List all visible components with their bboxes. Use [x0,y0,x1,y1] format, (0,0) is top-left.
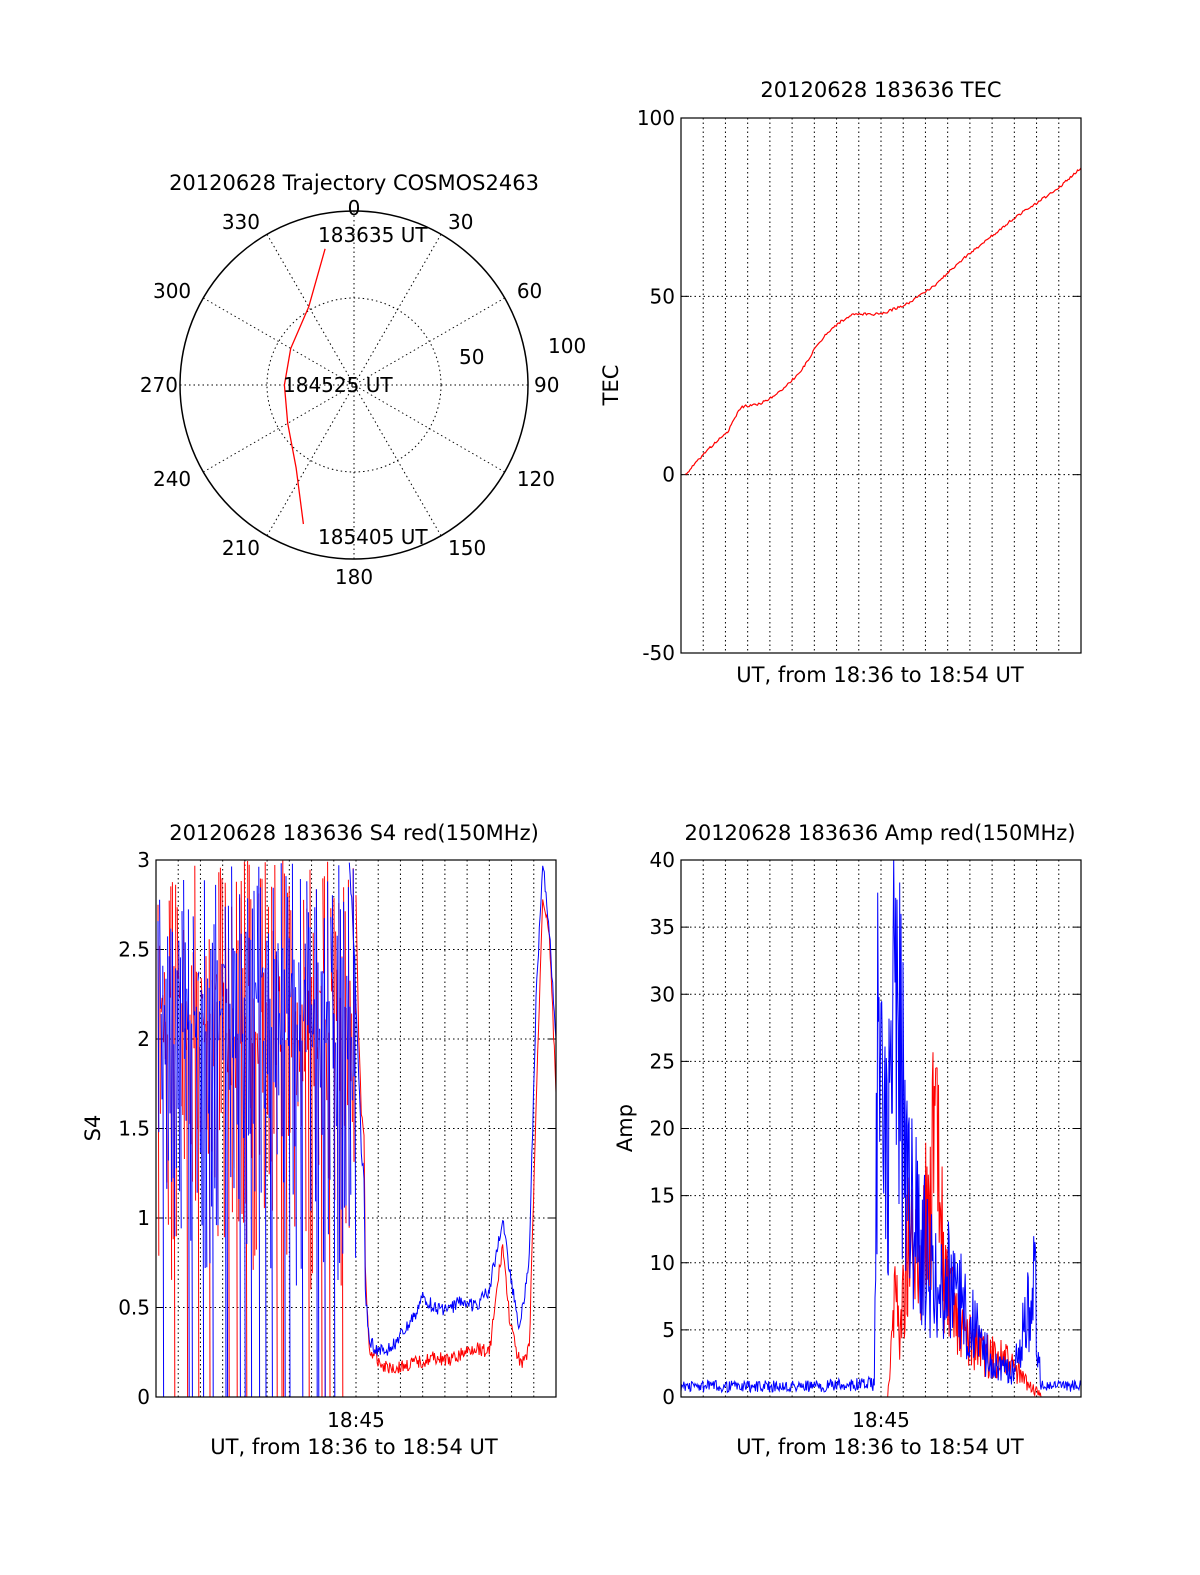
tec-title: 20120628 183636 TEC [760,78,1001,102]
s4-ylabel: S4 [81,1115,105,1142]
polar-radial-label: 50 [459,345,484,369]
s4-x-tick-labels: 18:45 [327,1408,385,1432]
s4-ytick-label: 1.5 [118,1117,150,1141]
polar-azimuth-label: 300 [153,279,191,303]
amp-xlabel: UT, from 18:36 to 18:54 UT [736,1435,1024,1459]
tec-xlabel: UT, from 18:36 to 18:54 UT [736,663,1024,687]
tec-series-line [685,167,1081,475]
s4-series [157,860,556,1397]
tec-ytick-label: 100 [637,106,675,130]
polar-series [283,248,326,525]
amp-xtick-label: 18:45 [852,1408,910,1432]
amp-series-line [681,860,1081,1394]
polar-azimuth-label: 330 [222,210,260,234]
amp-ytick-label: 5 [662,1318,675,1342]
polar-azimuth-label: 30 [448,210,473,234]
s4-ytick-label: 3 [137,848,150,872]
amp-ylabel: Amp [613,1104,637,1152]
polar-grid [179,210,529,560]
amp-title: 20120628 183636 Amp red(150MHz) [684,821,1075,845]
tec-ytick-label: 0 [662,463,675,487]
s4-chart: 20120628 183636 S4 red(150MHz) 3 2.5 2 1.5 1… [81,821,557,1459]
polar-azimuth-label: 90 [534,373,559,397]
amp-ytick-label: 40 [650,848,675,872]
amp-ytick-label: 20 [650,1117,675,1141]
s4-ytick-label: 2 [137,1027,150,1051]
tec-y-tick-labels: 100 50 0 -50 [637,106,675,665]
tec-plot-frame [680,117,1082,654]
polar-title: 20120628 Trajectory COSMOS2463 [169,171,539,195]
s4-xtick-label: 18:45 [327,1408,385,1432]
amp-x-tick-labels: 18:45 [852,1408,910,1432]
s4-ytick-label: 0.5 [118,1296,150,1320]
tec-grid [681,117,1081,654]
polar-annotation-start: 183635 UT [318,223,428,247]
tec-chart: 20120628 183636 TEC 100 50 0 -50 UT, from 1… [599,78,1082,687]
amp-series [681,860,1081,1397]
amp-ytick-label: 30 [650,982,675,1006]
amp-ytick-label: 25 [650,1049,675,1073]
tec-ytick-label: -50 [642,641,675,665]
s4-title: 20120628 183636 S4 red(150MHz) [169,821,539,845]
s4-series-line [355,895,556,1374]
polar-azimuth-label: 150 [448,536,486,560]
amp-plot-frame [680,859,1082,1398]
amp-series-line [887,1052,1042,1397]
s4-series-line [348,862,556,1356]
amp-ytick-label: 35 [650,915,675,939]
polar-labels: 0 30 60 90 120 150 180 210 240 270 300 330 50 100 [140,196,586,589]
polar-radial-label: 100 [548,334,586,358]
polar-azimuth-label: 270 [140,373,178,397]
polar-azimuth-label: 210 [222,536,260,560]
tec-ytick-label: 50 [650,284,675,308]
polar-azimuth-label: 180 [335,565,373,589]
s4-spike-series [157,863,357,1397]
s4-xlabel: UT, from 18:36 to 18:54 UT [210,1435,498,1459]
polar-azimuth-label: 120 [517,467,555,491]
polar-annotation-end: 185405 UT [318,525,428,549]
s4-ytick-label: 0 [137,1385,150,1409]
s4-plot-frame [155,859,557,1398]
polar-azimuth-label: 60 [517,279,542,303]
tec-ylabel: TEC [599,365,623,407]
amp-ytick-label: 15 [650,1184,675,1208]
amp-ytick-label: 0 [662,1385,675,1409]
tec-series [685,167,1081,475]
polar-annotation-mid: 184525 UT [283,373,393,397]
amp-y-tick-labels: 40 35 30 25 20 15 10 5 0 [650,848,675,1409]
trajectory-polar-chart: 20120628 Trajectory COSMOS2463 0 30 60 90 12… [140,171,586,589]
polar-azimuth-label: 0 [348,196,361,220]
polar-azimuth-label: 240 [153,467,191,491]
amp-chart: 20120628 183636 Amp red(150MHz) 40 35 30 25… [613,821,1082,1459]
s4-ytick-label: 1 [137,1206,150,1230]
amp-ytick-label: 10 [650,1251,675,1275]
s4-ytick-label: 2.5 [118,938,150,962]
s4-y-tick-labels: 3 2.5 2 1.5 1 0.5 0 [118,848,150,1409]
polar-trajectory-line [283,248,326,525]
